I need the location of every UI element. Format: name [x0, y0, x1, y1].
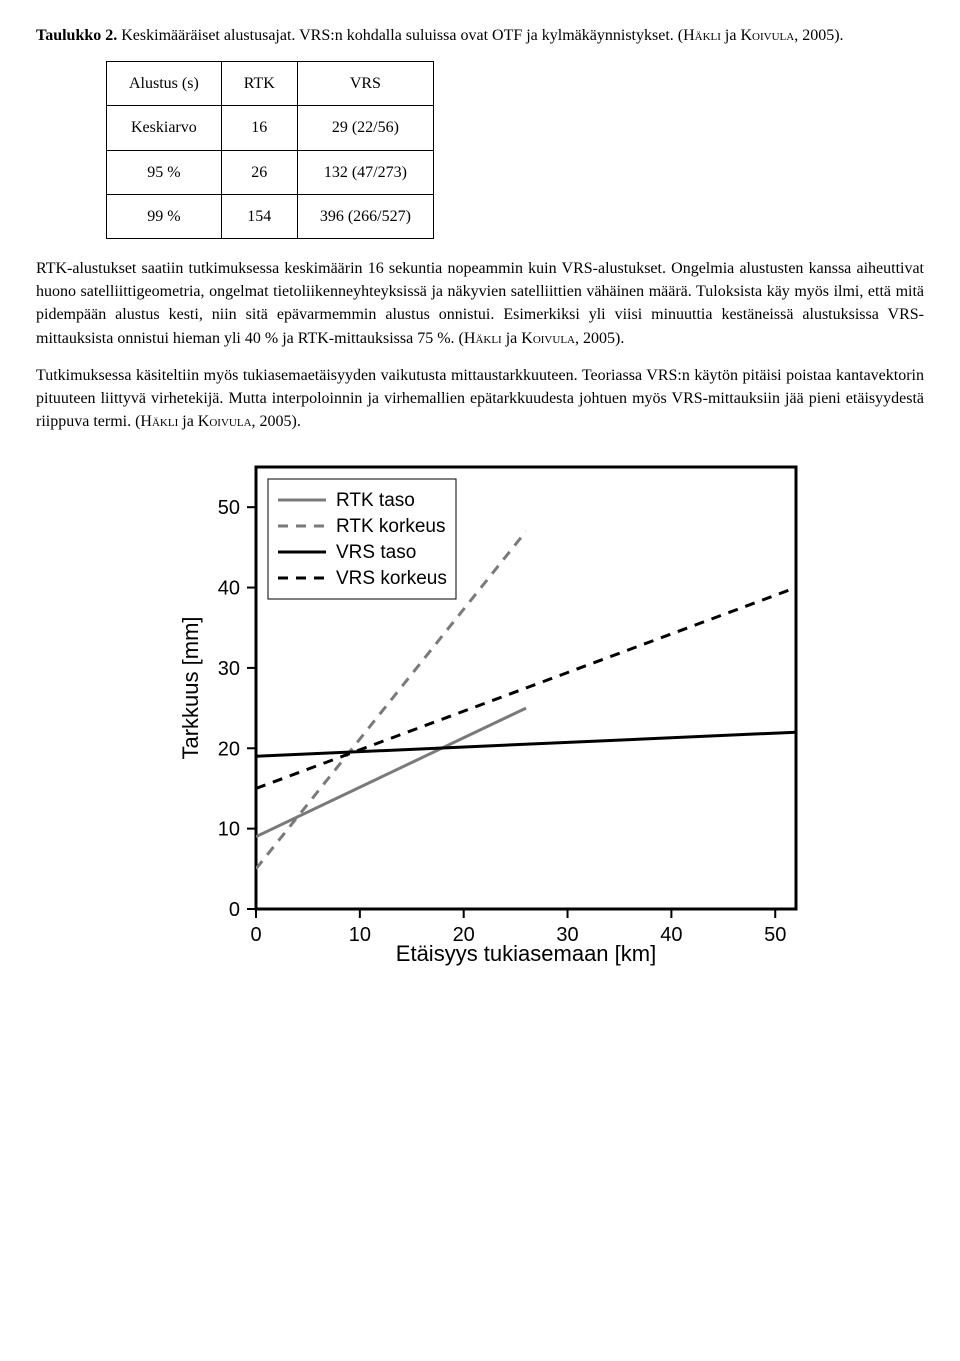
p1-ref2: Koivula — [521, 330, 575, 347]
cell: 396 (266/527) — [297, 194, 433, 238]
svg-text:0: 0 — [250, 924, 261, 946]
caption-text-c: , 2005). — [794, 27, 843, 44]
body-para-2: Tutkimuksessa käsiteltiin myös tukiasema… — [36, 364, 924, 434]
table-header-row: Alustus (s) RTK VRS — [107, 62, 434, 106]
accuracy-chart: 0102030405001020304050Etäisyys tukiasema… — [176, 453, 924, 973]
svg-text:30: 30 — [218, 658, 240, 680]
svg-text:RTK taso: RTK taso — [336, 490, 415, 511]
body-para-1: RTK-alustukset saatiin tutkimuksessa kes… — [36, 257, 924, 350]
svg-text:0: 0 — [229, 899, 240, 921]
chart-svg: 0102030405001020304050Etäisyys tukiasema… — [176, 453, 816, 973]
svg-text:10: 10 — [218, 819, 240, 841]
table-row: 99 % 154 396 (266/527) — [107, 194, 434, 238]
caption-prefix: Taulukko 2. — [36, 27, 117, 44]
col-header: VRS — [297, 62, 433, 106]
svg-text:50: 50 — [764, 924, 786, 946]
cell: 132 (47/273) — [297, 150, 433, 194]
caption-text-a: Keskimääräiset alustusajat. VRS:n kohdal… — [117, 27, 683, 44]
cell: 95 % — [107, 150, 222, 194]
svg-text:40: 40 — [660, 924, 682, 946]
svg-text:Etäisyys tukiasemaan [km]: Etäisyys tukiasemaan [km] — [396, 941, 656, 966]
table-row: 95 % 26 132 (47/273) — [107, 150, 434, 194]
svg-text:50: 50 — [218, 497, 240, 519]
svg-text:10: 10 — [349, 924, 371, 946]
p2-b: ja — [178, 413, 198, 430]
svg-text:Tarkkuus [mm]: Tarkkuus [mm] — [178, 617, 203, 760]
p1-ref1: Häkli — [464, 330, 502, 347]
p2-ref2: Koivula — [198, 413, 252, 430]
caption-ref1: Häkli — [683, 27, 721, 44]
cell: 99 % — [107, 194, 222, 238]
cell: 26 — [221, 150, 297, 194]
p2-c: , 2005). — [252, 413, 301, 430]
caption-ref2: Koivula — [740, 27, 794, 44]
p1-b: ja — [502, 330, 522, 347]
cell: 16 — [221, 106, 297, 150]
svg-text:VRS korkeus: VRS korkeus — [336, 568, 447, 589]
caption-text-b: ja — [721, 27, 741, 44]
p1-c: , 2005). — [575, 330, 624, 347]
svg-text:RTK korkeus: RTK korkeus — [336, 516, 445, 537]
table-row: Keskiarvo 16 29 (22/56) — [107, 106, 434, 150]
col-header: Alustus (s) — [107, 62, 222, 106]
cell: 29 (22/56) — [297, 106, 433, 150]
col-header: RTK — [221, 62, 297, 106]
init-times-table: Alustus (s) RTK VRS Keskiarvo 16 29 (22/… — [106, 61, 434, 239]
svg-text:VRS taso: VRS taso — [336, 542, 416, 563]
cell: 154 — [221, 194, 297, 238]
p2-ref1: Häkli — [140, 413, 178, 430]
svg-text:40: 40 — [218, 578, 240, 600]
table-caption: Taulukko 2. Keskimääräiset alustusajat. … — [36, 24, 924, 47]
svg-text:20: 20 — [218, 739, 240, 761]
cell: Keskiarvo — [107, 106, 222, 150]
